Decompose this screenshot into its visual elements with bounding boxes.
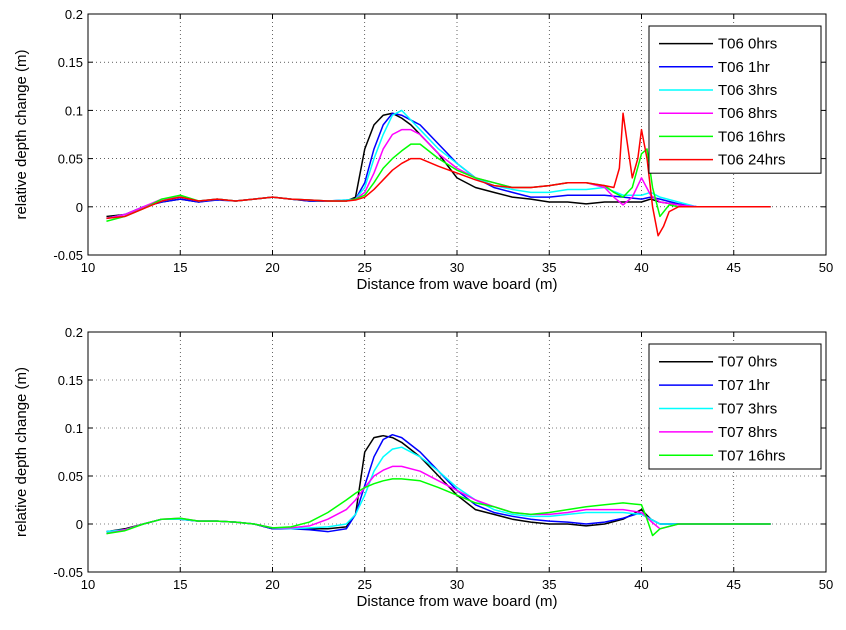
y-tick-label: 0.1 xyxy=(65,421,83,436)
x-tick-label: 10 xyxy=(81,260,95,275)
y-tick-label: -0.05 xyxy=(53,565,83,580)
legend-label-6: T06 24hrs xyxy=(718,152,786,169)
series-line-6 xyxy=(106,112,771,237)
y-tick-label: 0.15 xyxy=(58,55,83,70)
x-tick-label: 20 xyxy=(265,260,279,275)
x-tick-label: 10 xyxy=(81,577,95,592)
legend-box xyxy=(648,343,822,470)
x-tick-label: 45 xyxy=(727,260,741,275)
x-tick-label: 50 xyxy=(819,260,833,275)
y-tick-label: 0.05 xyxy=(58,152,83,167)
y-axis-label: relative depth change (m) xyxy=(13,49,30,219)
y-tick-label: 0.1 xyxy=(65,103,83,118)
x-axis-label: Distance from wave board (m) xyxy=(357,276,558,293)
x-tick-label: 35 xyxy=(542,577,556,592)
legend-label-5: T06 16hrs xyxy=(718,128,786,145)
y-tick-label: 0.05 xyxy=(58,469,83,484)
x-tick-label: 35 xyxy=(542,260,556,275)
legend-label-4: T07 8hrs xyxy=(718,424,777,441)
legend: T06 0hrs T06 1hr T06 3hrs T06 8hrs T06 16hrs… xyxy=(648,25,822,174)
legend-label-4: T06 8hrs xyxy=(718,105,777,122)
legend-label-1: T06 0hrs xyxy=(718,36,777,53)
x-tick-label: 25 xyxy=(358,577,372,592)
chart-panel-1: 10 15 20 25 30 35 40 45 50 -0.05 0 0.05 0.1 0.15 0.2 Di… xyxy=(13,7,833,293)
x-tick-label: 45 xyxy=(727,577,741,592)
x-tick-label: 15 xyxy=(173,260,187,275)
x-tick-label: 30 xyxy=(450,577,464,592)
y-tick-label: 0.2 xyxy=(65,325,83,340)
legend-label-3: T06 3hrs xyxy=(718,82,777,99)
legend: T07 0hrs T07 1hr T07 3hrs T07 8hrs T07 16hrs xyxy=(648,343,822,470)
x-tick-label: 15 xyxy=(173,577,187,592)
chart-panel-2: 10 15 20 25 30 35 40 45 50 -0.05 0 0.05 0.1 0.15 0.2 Di… xyxy=(13,325,833,610)
legend-label-5: T07 16hrs xyxy=(718,447,786,464)
x-tick-label: 30 xyxy=(450,260,464,275)
y-tick-label: 0.2 xyxy=(65,7,83,22)
legend-label-2: T07 1hr xyxy=(718,377,770,394)
legend-label-2: T06 1hr xyxy=(718,59,770,76)
y-tick-label: 0 xyxy=(76,517,83,532)
x-tick-label: 20 xyxy=(265,577,279,592)
y-axis-label: relative depth change (m) xyxy=(13,367,30,537)
x-tick-label: 40 xyxy=(634,577,648,592)
x-tick-label: 25 xyxy=(358,260,372,275)
legend-box xyxy=(648,25,822,174)
legend-label-3: T07 3hrs xyxy=(718,401,777,418)
x-tick-label: 40 xyxy=(634,260,648,275)
y-tick-label: -0.05 xyxy=(53,248,83,263)
y-tick-label: 0.15 xyxy=(58,373,83,388)
series-line-5 xyxy=(106,478,771,537)
x-axis-label: Distance from wave board (m) xyxy=(357,593,558,610)
x-tick-label: 50 xyxy=(819,577,833,592)
legend-label-1: T07 0hrs xyxy=(718,354,777,371)
y-tick-label: 0 xyxy=(76,200,83,215)
